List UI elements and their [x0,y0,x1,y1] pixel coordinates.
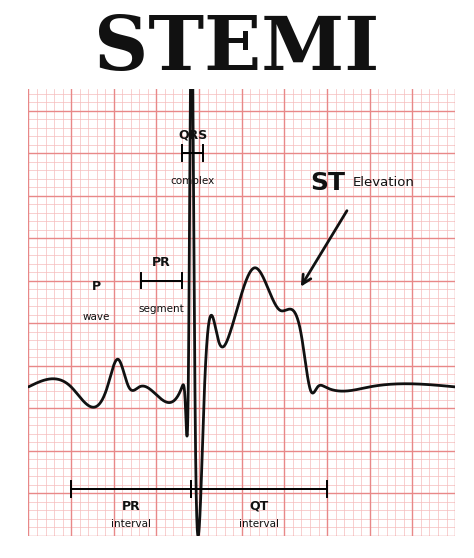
Text: ST: ST [310,171,345,195]
Text: QT: QT [250,499,269,513]
Text: STEMI: STEMI [94,13,380,85]
Text: PR: PR [122,499,141,513]
Text: P: P [92,280,101,294]
Text: segment: segment [139,304,184,314]
Text: interval: interval [111,519,151,528]
Text: Elevation: Elevation [353,176,415,189]
Text: complex: complex [171,176,215,186]
Text: QRS: QRS [178,128,207,141]
Text: interval: interval [239,519,279,528]
Text: wave: wave [83,312,110,323]
Text: PR: PR [152,256,171,269]
